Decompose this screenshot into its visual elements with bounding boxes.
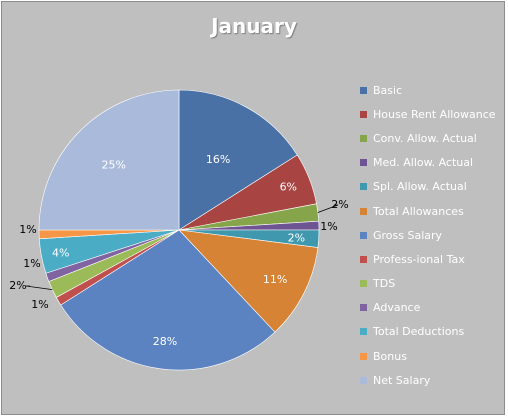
legend-swatch	[360, 134, 367, 142]
data-label-9: 2%	[9, 279, 26, 292]
data-label-7: 28%	[153, 335, 177, 348]
data-label-8: 1%	[31, 298, 48, 311]
legend-swatch	[360, 159, 367, 167]
pie-slice-1	[178, 89, 298, 231]
legend-swatch	[360, 110, 367, 118]
legend-item-5: Spl. Allow. Actual	[360, 175, 506, 199]
legend-label: Spl. Allow. Actual	[373, 180, 467, 194]
pie-slice-6	[178, 229, 319, 333]
pie-slice-7	[60, 229, 276, 371]
legend: Basic House Rent Allowance Conv. Allow. Ac…	[360, 78, 506, 392]
data-label-1: 16%	[206, 153, 230, 166]
pie-slice-13	[38, 89, 180, 231]
legend-swatch	[360, 207, 367, 215]
data-label-3: 2%	[331, 198, 348, 211]
legend-item-12: Bonus	[360, 344, 506, 368]
leader-line-3	[317, 204, 339, 213]
legend-item-7: Gross Salary	[360, 223, 506, 247]
legend-swatch	[360, 352, 367, 360]
legend-label: Net Salary	[373, 373, 431, 387]
legend-swatch	[360, 376, 367, 384]
legend-swatch	[360, 183, 367, 191]
legend-swatch	[360, 255, 367, 263]
data-label-10: 1%	[23, 257, 40, 270]
legend-label: Advance	[373, 301, 421, 315]
legend-item-8: Profess-ional Tax	[360, 247, 506, 271]
data-label-6: 11%	[263, 273, 287, 286]
legend-swatch	[360, 86, 367, 94]
legend-label: Basic	[373, 83, 403, 97]
leader-line-9	[25, 285, 53, 290]
legend-item-11: Total Deductions	[360, 320, 506, 344]
data-label-13: 25%	[101, 159, 125, 172]
data-label-4: 1%	[320, 220, 337, 233]
legend-swatch	[360, 231, 367, 239]
legend-item-9: TDS	[360, 272, 506, 296]
data-label-11: 4%	[52, 247, 69, 260]
legend-item-4: Med. Allow. Actual	[360, 151, 506, 175]
data-label-5: 2%	[288, 231, 305, 244]
legend-label: Profess-ional Tax	[373, 252, 465, 266]
data-label-2: 6%	[280, 181, 297, 194]
chart-title: January	[211, 14, 297, 38]
legend-item-1: Basic	[360, 78, 506, 102]
legend-label: House Rent Allowance	[373, 107, 496, 121]
data-label-12: 1%	[19, 223, 36, 236]
legend-label: Med. Allow. Actual	[373, 156, 474, 170]
legend-label: Bonus	[373, 349, 407, 363]
legend-label: Total Deductions	[373, 325, 465, 339]
legend-label: Total Allowances	[373, 204, 464, 218]
legend-swatch	[360, 280, 367, 288]
legend-swatch	[360, 304, 367, 312]
legend-item-10: Advance	[360, 296, 506, 320]
legend-item-6: Total Allowances	[360, 199, 506, 223]
legend-item-3: Conv. Allow. Actual	[360, 126, 506, 150]
legend-item-2: House Rent Allowance	[360, 102, 506, 126]
legend-label: Conv. Allow. Actual	[373, 131, 477, 145]
legend-swatch	[360, 328, 367, 336]
legend-label: TDS	[373, 277, 396, 291]
legend-label: Gross Salary	[373, 228, 443, 242]
legend-item-13: Net Salary	[360, 368, 506, 392]
